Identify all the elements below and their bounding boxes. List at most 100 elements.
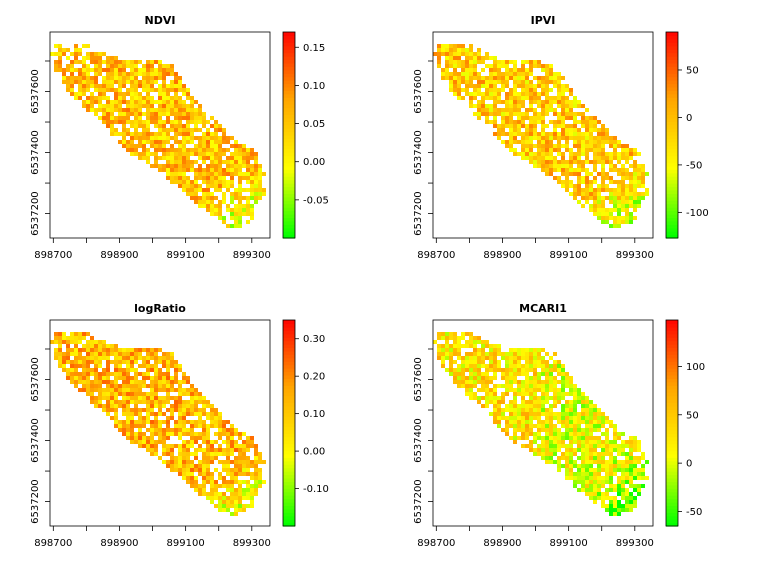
raster-cell xyxy=(150,96,154,100)
raster-cell xyxy=(557,380,561,384)
chart-title: NDVI xyxy=(145,14,176,27)
raster-cell xyxy=(166,120,170,124)
raster-cell xyxy=(150,144,154,148)
raster-cell xyxy=(106,384,110,388)
raster-cell xyxy=(102,88,106,92)
raster-cell xyxy=(214,156,218,160)
legend-swatch xyxy=(283,409,295,414)
raster-cell xyxy=(238,464,242,468)
raster-cell xyxy=(182,172,186,176)
raster-cell xyxy=(501,428,505,432)
raster-cell xyxy=(106,88,110,92)
raster-cell xyxy=(637,440,641,444)
raster-cell xyxy=(98,88,102,92)
raster-cell xyxy=(218,168,222,172)
raster-cell xyxy=(537,348,541,352)
raster-cell xyxy=(565,140,569,144)
raster-cell xyxy=(202,172,206,176)
raster-cell xyxy=(214,160,218,164)
raster-cell xyxy=(593,456,597,460)
raster-cell xyxy=(210,416,214,420)
raster-cell xyxy=(521,144,525,148)
raster-cell xyxy=(441,52,445,56)
raster-cell xyxy=(146,80,150,84)
raster-cell xyxy=(110,68,114,72)
raster-cell xyxy=(641,180,645,184)
x-tick-label: 898900 xyxy=(100,250,138,261)
raster-cell xyxy=(198,392,202,396)
raster-cell xyxy=(246,196,250,200)
raster-cell xyxy=(505,120,509,124)
raster-cell xyxy=(138,436,142,440)
raster-cell xyxy=(178,424,182,428)
legend-swatch xyxy=(283,361,295,366)
raster-cell xyxy=(645,192,649,196)
raster-cell xyxy=(569,100,573,104)
raster-cell xyxy=(166,408,170,412)
raster-cell xyxy=(150,420,154,424)
raster-cell xyxy=(226,156,230,160)
raster-cell xyxy=(549,88,553,92)
raster-cell xyxy=(234,196,238,200)
raster-cell xyxy=(497,96,501,100)
raster-cell xyxy=(214,416,218,420)
raster-cell xyxy=(633,488,637,492)
legend-swatch xyxy=(666,395,678,400)
raster-cell xyxy=(581,396,585,400)
legend-swatch xyxy=(666,45,678,50)
legend-swatch xyxy=(283,135,295,140)
raster-cell xyxy=(210,484,214,488)
raster-cell xyxy=(74,340,78,344)
raster-cell xyxy=(569,128,573,132)
raster-cell xyxy=(541,152,545,156)
raster-cell xyxy=(625,152,629,156)
raster-cell xyxy=(469,76,473,80)
raster-cell xyxy=(134,116,138,120)
raster-cell xyxy=(513,356,517,360)
raster-cell xyxy=(86,376,90,380)
raster-cell xyxy=(525,116,529,120)
raster-cell xyxy=(629,456,633,460)
raster-cell xyxy=(521,72,525,76)
raster-cell xyxy=(162,120,166,124)
raster-cell xyxy=(174,420,178,424)
raster-cell xyxy=(210,488,214,492)
raster-cell xyxy=(194,188,198,192)
raster-cell xyxy=(178,144,182,148)
raster-cell xyxy=(569,184,573,188)
raster-cell xyxy=(577,176,581,180)
raster-cell xyxy=(90,344,94,348)
raster-cell xyxy=(529,360,533,364)
raster-cell xyxy=(625,208,629,212)
raster-cell xyxy=(609,468,613,472)
raster-cell xyxy=(230,180,234,184)
raster-cell xyxy=(174,164,178,168)
raster-cell xyxy=(70,352,74,356)
legend-swatch xyxy=(666,49,678,54)
raster-cell xyxy=(206,208,210,212)
raster-cell xyxy=(549,432,553,436)
raster-cell xyxy=(481,384,485,388)
raster-cell xyxy=(162,396,166,400)
raster-cell xyxy=(182,392,186,396)
raster-cell xyxy=(154,444,158,448)
legend-swatch xyxy=(283,457,295,462)
raster-cell xyxy=(226,508,230,512)
raster-cell xyxy=(509,380,513,384)
raster-cell xyxy=(617,168,621,172)
raster-cell xyxy=(517,72,521,76)
raster-cell xyxy=(178,436,182,440)
raster-cell xyxy=(150,108,154,112)
raster-cell xyxy=(186,192,190,196)
raster-cell xyxy=(134,136,138,140)
raster-cell xyxy=(122,84,126,88)
raster-cell xyxy=(513,392,517,396)
raster-cell xyxy=(561,384,565,388)
raster-cells xyxy=(50,44,266,228)
raster-cell xyxy=(134,352,138,356)
raster-cell xyxy=(234,432,238,436)
raster-cell xyxy=(469,340,473,344)
raster-cell xyxy=(182,412,186,416)
raster-cell xyxy=(509,424,513,428)
raster-cell xyxy=(218,460,222,464)
